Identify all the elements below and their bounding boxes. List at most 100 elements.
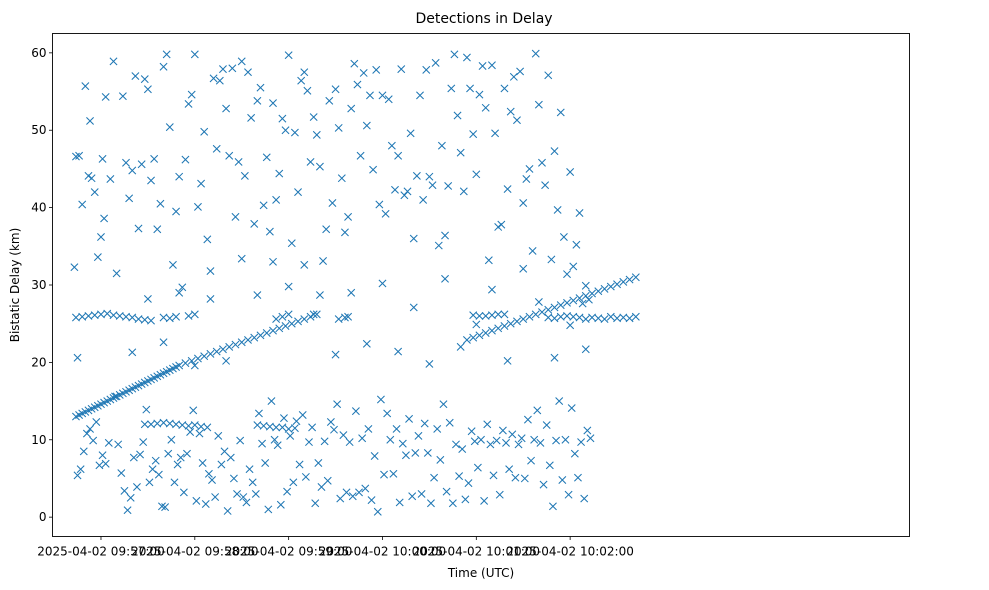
data-point — [214, 431, 223, 440]
data-point — [284, 51, 293, 60]
data-point — [134, 224, 143, 233]
data-point — [190, 361, 199, 370]
data-point — [229, 474, 238, 483]
data-point — [425, 359, 434, 368]
data-point — [200, 352, 209, 361]
data-point — [211, 493, 220, 502]
data-point — [303, 86, 312, 95]
data-point — [401, 451, 410, 460]
data-point — [492, 436, 501, 445]
data-point — [362, 339, 371, 348]
data-point — [631, 312, 640, 321]
data-point — [531, 49, 540, 58]
data-point — [140, 75, 149, 84]
data-point — [556, 108, 565, 117]
data-point — [126, 493, 135, 502]
x-axis-label: Time (UTC) — [447, 566, 514, 580]
data-point — [253, 291, 262, 300]
data-point — [467, 427, 476, 436]
y-tick-label: 10 — [31, 433, 46, 447]
data-point — [555, 397, 564, 406]
y-tick-label: 50 — [31, 123, 46, 137]
data-point — [419, 195, 428, 204]
data-point — [112, 269, 121, 278]
data-point — [470, 437, 479, 446]
data-point — [378, 279, 387, 288]
data-point — [172, 207, 181, 216]
data-point — [239, 493, 248, 502]
data-point — [495, 490, 504, 499]
data-point — [156, 199, 165, 208]
data-point — [334, 123, 343, 132]
data-point — [87, 174, 96, 183]
data-point — [500, 322, 509, 330]
data-point — [462, 53, 471, 62]
data-point — [538, 308, 546, 317]
data-point — [439, 400, 448, 409]
data-point — [295, 460, 304, 469]
data-point — [606, 312, 615, 321]
data-point — [416, 91, 424, 100]
data-point — [212, 144, 221, 153]
data-point — [433, 424, 442, 433]
data-point — [192, 496, 201, 505]
data-point — [494, 310, 503, 319]
data-point — [154, 470, 163, 479]
data-point — [278, 114, 287, 123]
data-point — [456, 342, 465, 351]
data-point — [475, 311, 484, 320]
data-point — [176, 453, 185, 462]
data-point — [204, 469, 213, 478]
data-point — [300, 68, 309, 77]
data-point — [500, 84, 509, 93]
data-point — [145, 478, 154, 487]
data-point — [195, 429, 204, 438]
data-point — [212, 347, 221, 356]
data-point — [294, 188, 302, 197]
y-tick-label: 20 — [31, 355, 46, 369]
data-point — [606, 282, 615, 291]
data-point — [247, 113, 256, 122]
data-point — [453, 111, 462, 120]
data-point — [365, 91, 374, 100]
data-point — [392, 424, 401, 433]
data-point — [73, 353, 82, 362]
data-point — [378, 91, 387, 100]
data-point — [394, 347, 403, 356]
data-point — [70, 263, 79, 272]
data-point — [580, 494, 589, 503]
data-point — [100, 214, 109, 223]
data-point — [231, 212, 240, 221]
data-point — [527, 456, 536, 465]
data-point — [347, 288, 356, 297]
data-point — [525, 312, 534, 321]
data-point — [319, 257, 328, 265]
data-point — [469, 333, 478, 342]
data-point — [150, 154, 159, 163]
data-point — [566, 168, 575, 176]
data-point — [73, 471, 82, 480]
data-point — [101, 92, 110, 101]
data-point — [272, 315, 281, 324]
data-point — [181, 155, 190, 164]
data-point — [575, 313, 584, 322]
data-point — [269, 99, 277, 108]
series-rising-track-A — [71, 310, 321, 421]
data-point — [373, 507, 382, 516]
data-point — [359, 68, 368, 77]
data-point — [283, 487, 292, 496]
data-point — [412, 171, 421, 180]
data-point — [380, 470, 389, 479]
data-point — [284, 310, 293, 319]
x-tick-label: 2025-04-02 10:01:00 — [413, 545, 540, 559]
data-point — [128, 166, 137, 175]
data-point — [452, 440, 460, 449]
data-point — [538, 158, 546, 167]
data-point — [106, 175, 115, 183]
data-point — [531, 310, 540, 319]
data-point — [337, 174, 346, 183]
data-point — [588, 289, 597, 298]
data-point — [187, 90, 196, 99]
